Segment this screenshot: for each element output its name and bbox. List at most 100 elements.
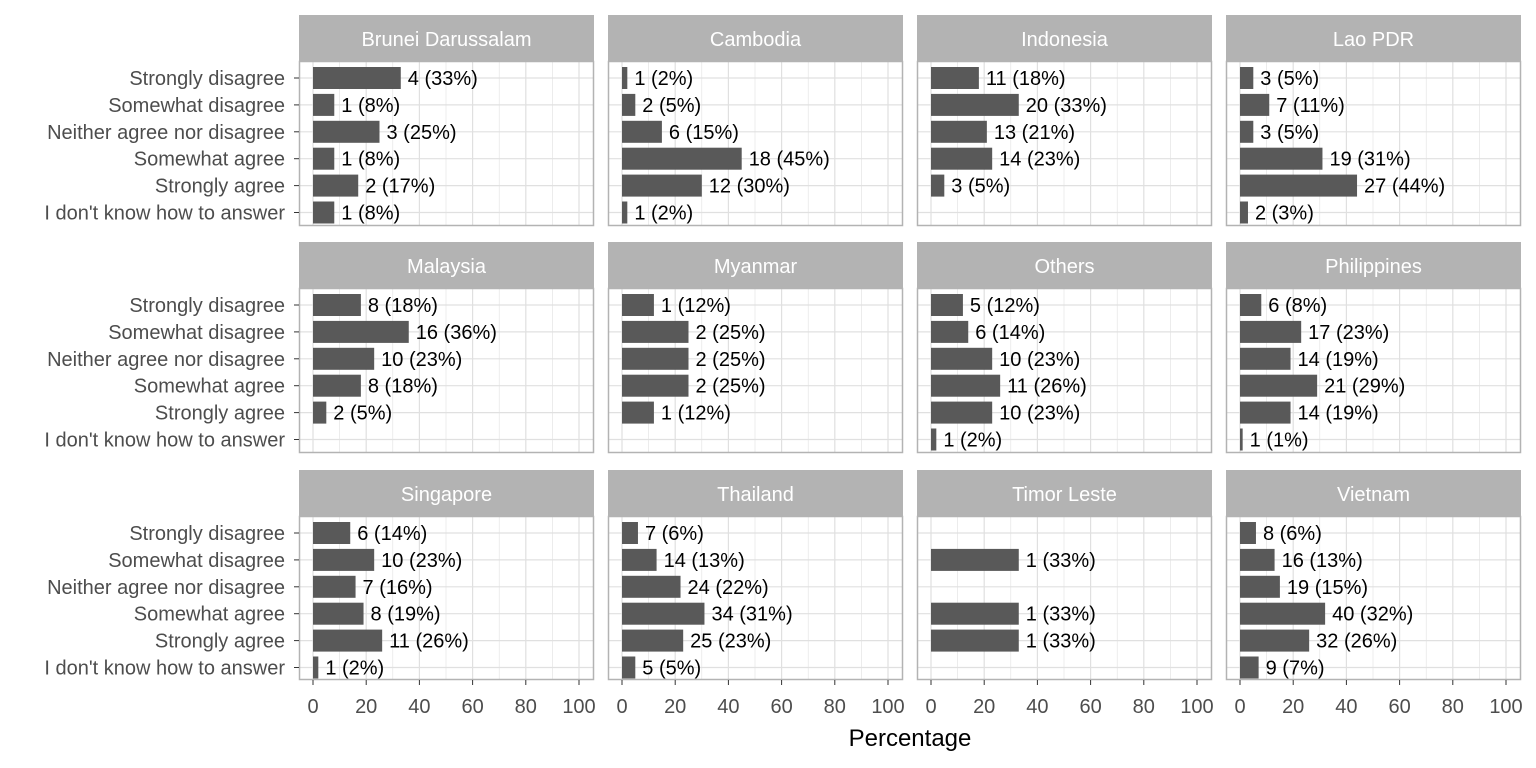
y-category-label: Somewhat disagree <box>108 550 285 572</box>
bar-data-label: 34 (31%) <box>711 604 792 626</box>
bar <box>622 656 636 679</box>
panel-border <box>1225 60 1522 227</box>
bar <box>622 294 654 316</box>
bar <box>1240 67 1254 89</box>
facet-strip-label: Brunei Darussalam <box>361 29 531 51</box>
bar-data-label: 10 (23%) <box>999 403 1080 425</box>
panel-background <box>917 288 1212 453</box>
facet-strip-label: Myanmar <box>714 256 798 278</box>
bar-data-label: 8 (18%) <box>368 295 438 317</box>
x-axis-title: Percentage <box>849 725 972 752</box>
y-category-label: Neither agree nor disagree <box>47 577 285 599</box>
facet-panel: Singapore 6 (14%) 10 (23%) 7 (16%) 8 (19%) 11… <box>44 470 596 718</box>
bar-data-label: 1 (12%) <box>661 403 731 425</box>
bar <box>622 629 684 652</box>
bar <box>622 320 689 343</box>
x-tick-label: 0 <box>1234 696 1245 718</box>
bar-data-label: 5 (12%) <box>970 295 1040 317</box>
facet-strip-label: Lao PDR <box>1333 29 1414 51</box>
bar-data-label: 8 (18%) <box>368 376 438 398</box>
bar-data-label: 19 (15%) <box>1287 577 1368 599</box>
bar-data-label: 3 (5%) <box>1260 122 1319 144</box>
y-category-label: Somewhat disagree <box>108 322 285 344</box>
x-tick-label: 60 <box>1079 696 1101 718</box>
bar-data-label: 1 (1%) <box>1250 430 1309 452</box>
bar-data-label: 7 (11%) <box>1276 95 1345 117</box>
bar-data-label: 3 (5%) <box>951 176 1010 198</box>
bar <box>622 174 702 197</box>
bar <box>313 602 364 625</box>
panel-background <box>608 61 903 226</box>
y-category-label: Strongly agree <box>155 176 285 198</box>
y-category-label: Somewhat agree <box>134 149 285 171</box>
facet-strip <box>608 242 903 288</box>
panel-background <box>608 288 903 453</box>
panel-border <box>916 515 1213 681</box>
bar-data-label: 40 (32%) <box>1332 604 1413 626</box>
bar <box>313 401 327 424</box>
facet-panel: Timor Leste 1 (33%) 1 (33%) 1 (33%) 0 20 40 60 8… <box>916 470 1214 718</box>
bar-data-label: 14 (19%) <box>1298 349 1379 371</box>
bar-data-label: 6 (14%) <box>357 523 427 545</box>
panel-border <box>607 60 904 227</box>
bar-data-label: 19 (31%) <box>1329 149 1410 171</box>
x-tick-label: 20 <box>355 696 377 718</box>
bar <box>313 374 361 397</box>
bar <box>1240 93 1270 116</box>
x-tick-label: 60 <box>461 696 483 718</box>
bar-data-label: 10 (23%) <box>381 550 462 572</box>
bar <box>622 201 628 224</box>
bar <box>313 67 401 89</box>
bar <box>931 294 963 316</box>
facet-panel: Brunei Darussalam 4 (33%) 1 (8%) 3 (25%) 1 (… <box>44 15 595 227</box>
facet-panel: Lao PDR 3 (5%) 7 (11%) 3 (5%) 19 (31%) 27 (44… <box>1225 15 1522 227</box>
y-category-label: Strongly agree <box>155 631 285 653</box>
bar <box>313 522 351 544</box>
x-tick-label: 100 <box>1489 696 1522 718</box>
bar-data-label: 1 (2%) <box>634 203 693 225</box>
facet-strip-label: Timor Leste <box>1012 484 1117 506</box>
facet-strip <box>1226 470 1521 516</box>
bar-data-label: 1 (12%) <box>661 295 731 317</box>
bar-data-label: 11 (26%) <box>1007 376 1087 398</box>
facet-panel: Others 5 (12%) 6 (14%) 10 (23%) 11 (26%) 10 (… <box>916 242 1213 454</box>
bar-data-label: 2 (17%) <box>365 176 435 198</box>
facet-strip-label: Indonesia <box>1021 29 1109 51</box>
bar <box>622 575 681 598</box>
bar-data-label: 1 (8%) <box>341 149 400 171</box>
bar-data-label: 6 (15%) <box>669 122 739 144</box>
facet-panel: Indonesia 11 (18%) 20 (33%) 13 (21%) 14 (23%… <box>916 15 1213 227</box>
bar-data-label: 21 (29%) <box>1324 376 1405 398</box>
facet-strip-label: Others <box>1034 256 1094 278</box>
bar <box>313 147 335 170</box>
bar-data-label: 32 (26%) <box>1316 631 1397 653</box>
bar <box>931 629 1019 652</box>
bar-data-label: 1 (8%) <box>341 203 400 225</box>
bar-data-label: 3 (25%) <box>387 122 457 144</box>
facet-panel: Cambodia 1 (2%) 2 (5%) 6 (15%) 18 (45%) 12 (3… <box>607 15 904 227</box>
bar-data-label: 18 (45%) <box>749 149 830 171</box>
bar <box>1240 174 1358 197</box>
bar-data-label: 6 (14%) <box>975 322 1045 344</box>
bar <box>1240 320 1302 343</box>
bar-data-label: 25 (23%) <box>690 631 771 653</box>
bar-data-label: 5 (5%) <box>642 658 701 680</box>
panel-border <box>1225 515 1522 681</box>
facet-strip <box>299 470 594 516</box>
bar <box>1240 374 1318 397</box>
bar <box>622 548 657 571</box>
bar <box>622 147 742 170</box>
x-tick-label: 0 <box>616 696 627 718</box>
bar <box>622 347 689 370</box>
bar-data-label: 1 (8%) <box>341 95 400 117</box>
y-category-label: Somewhat disagree <box>108 95 285 117</box>
bar <box>931 401 993 424</box>
y-category-label: I don't know how to answer <box>44 203 285 225</box>
bar <box>931 548 1019 571</box>
y-category-label: Neither agree nor disagree <box>47 122 285 144</box>
bar-data-label: 17 (23%) <box>1308 322 1389 344</box>
bar-data-label: 27 (44%) <box>1364 176 1445 198</box>
facet-strip <box>917 242 1212 288</box>
bar <box>1240 147 1323 170</box>
